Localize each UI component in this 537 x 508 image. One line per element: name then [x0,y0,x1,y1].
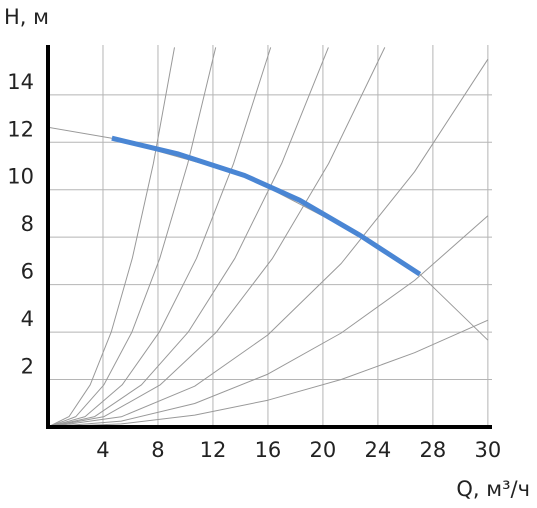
line [47,215,489,428]
line [47,319,489,428]
y-tick-label: 10 [7,165,34,189]
x-tick-label: 12 [200,438,227,462]
y-tick-label: 2 [21,355,34,379]
y-tick-label: 14 [7,70,34,94]
line [111,135,422,277]
y-tick-label: 4 [21,307,34,331]
line [47,47,386,428]
x-tick-label: 20 [310,438,337,462]
line [47,47,217,428]
line [47,126,489,341]
y-tick-label: 6 [21,260,34,284]
x-axis-label: Q, м³/ч [456,477,530,501]
line [47,58,489,428]
line [47,47,329,428]
y-tick-label: 8 [21,212,34,236]
y-axis-label: H, м [4,5,49,29]
x-tick-label: 4 [96,438,109,462]
line [47,47,175,428]
line [47,47,272,428]
x-tick-label: 24 [365,438,392,462]
x-tick-label: 8 [151,438,164,462]
x-tick-label: 28 [420,438,447,462]
y-tick-label: 12 [7,117,34,141]
x-tick-label: 30 [475,438,502,462]
x-tick-label: 16 [255,438,282,462]
